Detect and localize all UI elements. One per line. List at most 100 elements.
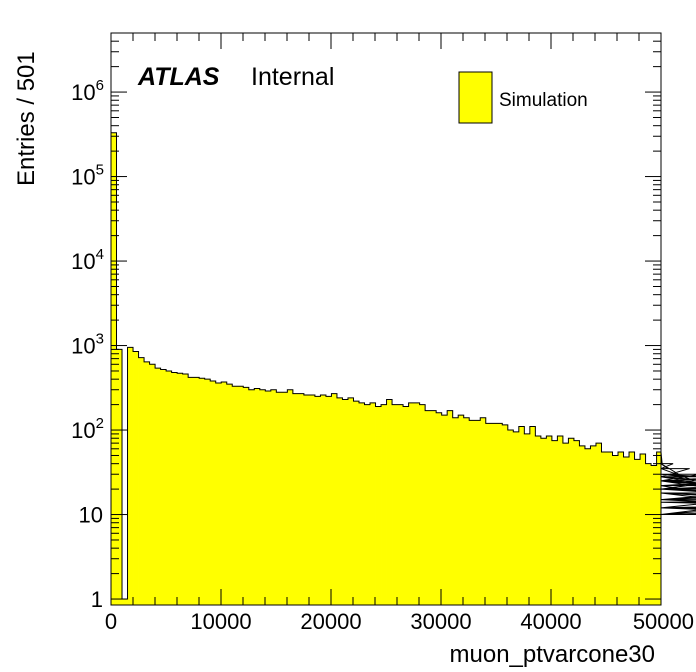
histogram-bin	[463, 417, 470, 605]
histogram-bin	[193, 377, 200, 605]
x-axis-tick-labels: 0 10000 20000 30000 40000 50000	[105, 609, 694, 634]
histogram-bin	[149, 364, 156, 605]
histogram-bin	[298, 393, 305, 605]
y-tick-label: 104	[71, 246, 104, 274]
x-axis-title: muon_ptvarcone30	[450, 641, 655, 668]
histogram-bin	[347, 397, 354, 605]
histogram-bin	[215, 383, 222, 605]
histogram-bin	[116, 349, 123, 605]
legend-entry-simulation: Simulation	[499, 90, 588, 111]
histogram-bin	[568, 438, 575, 605]
histogram-bin	[595, 443, 602, 605]
histogram-bin	[292, 393, 299, 605]
histogram-bin	[359, 402, 365, 605]
histogram-bin	[314, 396, 321, 605]
x-tick-label: 50000	[633, 609, 694, 634]
histogram-bin	[469, 420, 476, 605]
histogram-outline	[110, 132, 696, 605]
histogram-bin	[370, 402, 376, 605]
histogram-bin	[155, 368, 161, 605]
histogram-bin	[651, 465, 657, 605]
histogram-bin	[237, 386, 244, 605]
histogram-bin	[656, 451, 662, 605]
histogram-bin	[182, 374, 189, 605]
histogram-bin	[425, 410, 432, 605]
histogram-bin	[276, 392, 283, 605]
histogram-bin	[518, 426, 525, 605]
histogram-bin	[535, 436, 542, 605]
atlas-label: ATLAS	[137, 63, 220, 91]
histogram-bin	[524, 433, 531, 605]
histogram-bin	[265, 390, 272, 605]
y-axis-title: Entries / 501	[13, 51, 40, 186]
histogram-bin	[342, 399, 349, 605]
histogram-bin	[480, 417, 487, 605]
histogram-bin	[331, 393, 338, 605]
histogram-bin	[629, 451, 635, 605]
histogram-bin	[188, 377, 195, 605]
histogram-bin	[160, 369, 167, 605]
histogram-bin	[612, 455, 619, 605]
x-tick-label: 40000	[520, 609, 581, 634]
x-tick-label: 20000	[300, 609, 361, 634]
x-axis-ticks	[110, 33, 662, 605]
y-axis-ticks	[111, 32, 661, 600]
histogram-bin	[441, 415, 448, 605]
histogram-bin	[623, 456, 630, 605]
histogram-bin	[166, 370, 173, 605]
histogram-bin	[408, 402, 415, 605]
histogram-bin	[248, 389, 255, 605]
histogram-bin	[485, 423, 492, 605]
histogram-bin	[551, 440, 558, 605]
y-tick-label: 105	[71, 162, 104, 190]
histogram-bin	[645, 463, 652, 605]
y-axis-tick-labels: 1 10 102 103 104 105 106	[71, 77, 104, 612]
y-tick-label: 106	[71, 77, 104, 105]
histogram-bin	[491, 423, 498, 605]
histogram-bin	[403, 406, 409, 605]
histogram-bin	[232, 386, 239, 605]
histogram-bin	[452, 417, 459, 605]
histogram-bin	[270, 389, 277, 605]
x-tick-label: 10000	[190, 609, 251, 634]
histogram-bin	[254, 388, 261, 605]
histogram-bin	[138, 357, 145, 605]
y-tick-label: 1	[91, 587, 103, 612]
histogram-bin	[640, 454, 646, 605]
histogram-bin	[325, 396, 332, 605]
histogram-bin	[634, 459, 641, 605]
x-tick-label: 0	[105, 609, 117, 634]
histogram-bin	[458, 415, 465, 605]
histogram-bin	[127, 347, 134, 605]
histogram-bin	[590, 445, 597, 605]
histogram-bin	[375, 406, 382, 605]
legend: Simulation	[458, 71, 588, 124]
histogram-bin	[447, 410, 454, 605]
histogram-bin	[392, 404, 398, 605]
histogram-bin	[144, 361, 150, 605]
histogram-bin	[562, 443, 569, 605]
histogram-bin	[474, 420, 481, 605]
histogram-bin	[303, 394, 310, 605]
legend-swatch	[458, 71, 493, 124]
histogram-bin	[507, 430, 514, 605]
histogram-bin	[111, 132, 117, 606]
y-tick-label: 102	[71, 415, 104, 443]
histogram-bin	[221, 382, 228, 605]
histogram-bin	[606, 451, 613, 605]
x-tick-label: 30000	[410, 609, 471, 634]
histogram-bin	[430, 410, 437, 605]
histogram-bin	[281, 392, 288, 605]
histogram-bin	[204, 379, 211, 605]
histogram-bin	[177, 373, 184, 605]
histogram-bin	[436, 412, 443, 605]
histogram-bin	[557, 436, 564, 605]
histogram-bin	[309, 394, 316, 605]
histogram-bin	[546, 436, 553, 605]
histogram-bin	[381, 404, 387, 605]
histogram-bin	[513, 431, 520, 605]
histogram-bin	[353, 401, 360, 605]
histogram-bin	[540, 438, 547, 605]
histogram-bin	[122, 599, 128, 605]
